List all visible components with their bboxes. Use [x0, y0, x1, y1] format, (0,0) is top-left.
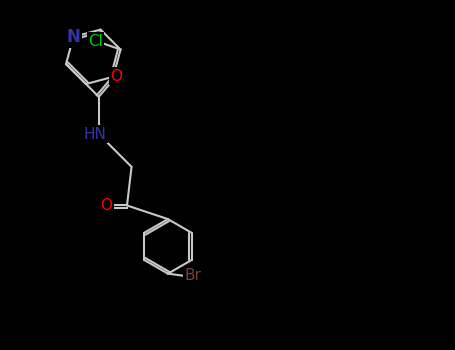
Text: HN: HN — [84, 127, 106, 142]
Text: Br: Br — [185, 268, 202, 284]
Text: O: O — [110, 69, 122, 84]
Text: O: O — [101, 198, 112, 213]
Text: N: N — [66, 28, 80, 46]
Text: Cl: Cl — [88, 34, 103, 49]
